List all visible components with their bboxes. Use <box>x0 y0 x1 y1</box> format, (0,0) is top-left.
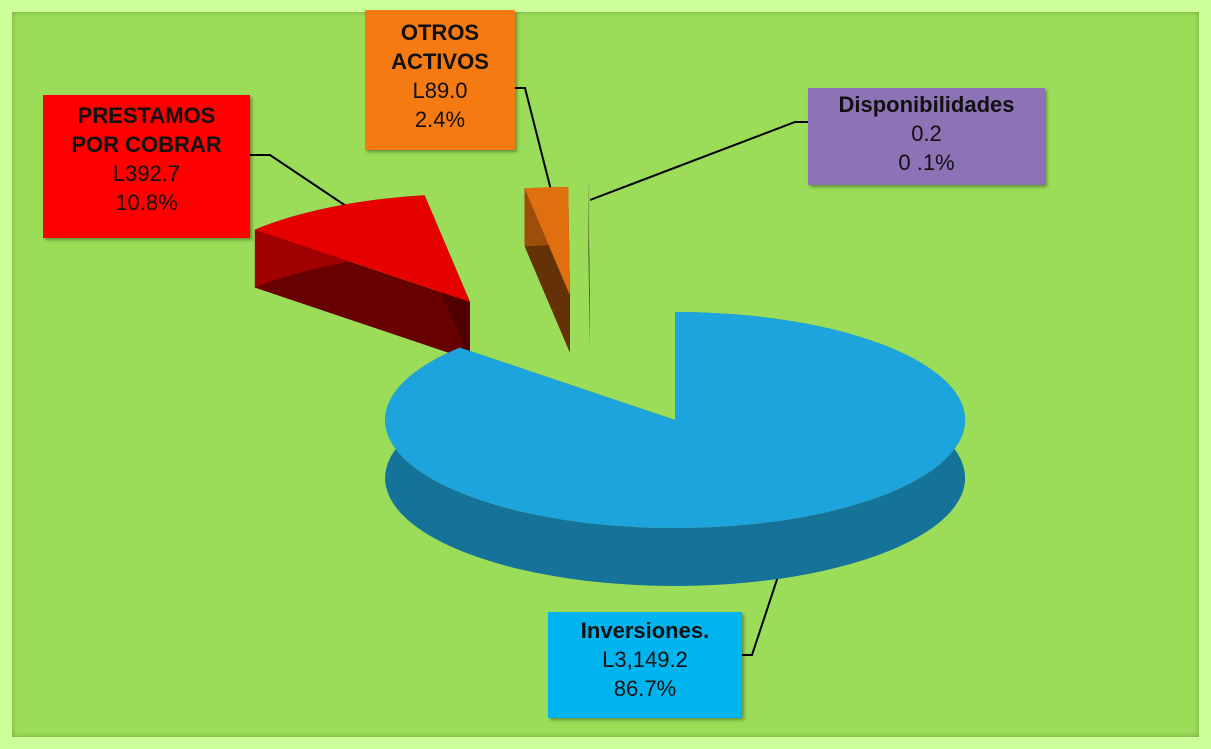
pie-slice <box>385 312 966 528</box>
leader-line <box>515 87 554 199</box>
category-label: Inversiones. <box>580 618 710 643</box>
data-label: Inversiones. L3,149.2 86.7% <box>548 612 742 718</box>
pie-slice <box>588 183 590 292</box>
amount-label: 0.2 <box>911 121 942 146</box>
amount-label: L392.7 <box>112 161 181 186</box>
leader-line <box>589 121 808 201</box>
data-label: PRESTAMOS POR COBRAR L392.7 10.8% <box>43 95 250 238</box>
value-label: 0 .1% <box>898 150 955 175</box>
pie-slice <box>254 195 470 302</box>
category-label: Disponibilidades <box>838 92 1015 117</box>
amount-label: L3,149.2 <box>602 647 688 672</box>
value-label: 2.4% <box>414 107 466 132</box>
category-label: OTROS ACTIVOS <box>391 20 489 74</box>
amount-label: L89.0 <box>412 78 468 103</box>
value-label: 10.8% <box>115 190 178 215</box>
data-label: OTROS ACTIVOS L89.0 2.4% <box>365 10 515 150</box>
value-label: 86.7% <box>613 676 677 701</box>
leader-line <box>250 154 356 213</box>
pie-slice <box>524 187 570 295</box>
category-label: PRESTAMOS POR COBRAR <box>71 103 222 157</box>
data-label: Disponibilidades 0.2 0 .1% <box>808 88 1045 185</box>
